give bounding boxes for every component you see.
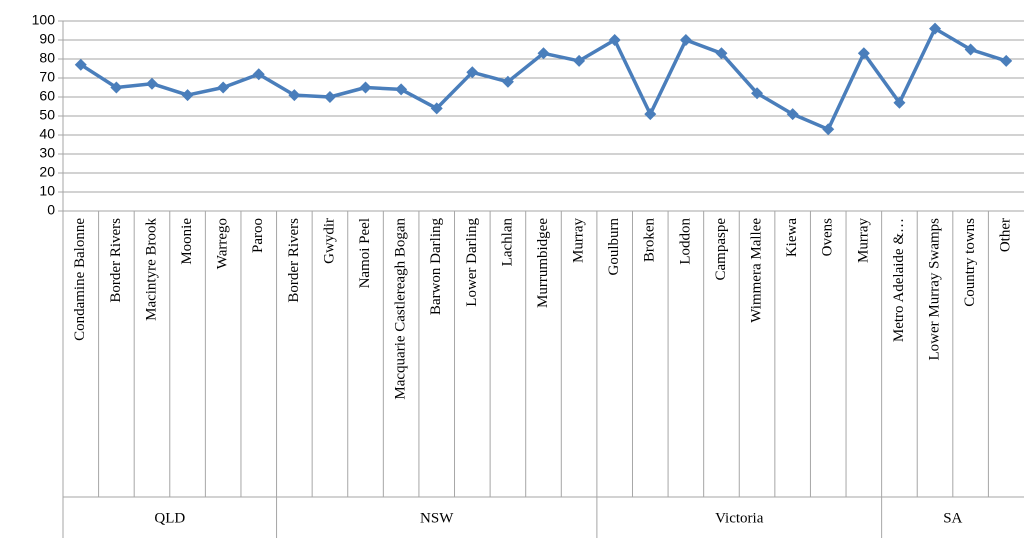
- x-tick-label: Ovens: [820, 218, 836, 256]
- marker: [964, 43, 977, 56]
- y-tick-label: 0: [47, 202, 55, 218]
- y-tick-label: 30: [39, 145, 55, 161]
- x-tick-label: Broken: [642, 218, 658, 263]
- x-tick-label: Loddon: [677, 218, 693, 265]
- x-tick-label: Border Rivers: [286, 218, 302, 303]
- marker: [751, 87, 764, 100]
- marker: [395, 83, 408, 96]
- y-tick-label: 20: [39, 164, 55, 180]
- y-tick-label: 40: [39, 126, 55, 142]
- x-tick-label: Macintyre Brook: [143, 218, 159, 321]
- group-label: Victoria: [715, 510, 764, 526]
- x-tick-label: Other: [998, 218, 1014, 252]
- x-tick-label: Metro Adelaide &…: [891, 218, 907, 342]
- marker: [893, 96, 906, 109]
- x-tick-label: Lachlan: [499, 218, 515, 267]
- marker: [181, 89, 194, 102]
- y-tick-label: 10: [39, 183, 55, 199]
- marker: [288, 89, 301, 102]
- marker: [929, 22, 942, 35]
- x-tick-label: Border Rivers: [108, 218, 124, 303]
- marker: [786, 108, 799, 121]
- marker: [430, 102, 443, 115]
- x-tick-label: Moonie: [179, 218, 195, 265]
- x-tick-label: Lower Darling: [464, 218, 480, 307]
- marker: [1000, 54, 1013, 67]
- x-tick-label: Campaspe: [713, 218, 729, 281]
- x-tick-label: Barwon Darling: [428, 218, 444, 316]
- x-tick-label: Wimmera Mallee: [748, 218, 764, 323]
- marker: [252, 68, 265, 81]
- marker: [217, 81, 230, 94]
- marker: [74, 58, 87, 71]
- y-tick-label: 80: [39, 50, 55, 66]
- marker: [537, 47, 550, 60]
- marker: [359, 81, 372, 94]
- x-tick-label: Gwydir: [321, 218, 337, 264]
- x-tick-label: Macquarie Castlereagh Bogan: [393, 218, 409, 400]
- marker: [466, 66, 479, 79]
- marker: [679, 34, 692, 46]
- x-tick-label: Namoi Peel: [357, 218, 373, 288]
- x-tick-label: Murray: [855, 218, 871, 263]
- group-label: QLD: [154, 510, 185, 526]
- marker: [822, 123, 835, 136]
- group-label: NSW: [420, 510, 454, 526]
- x-tick-label: Paroo: [250, 218, 266, 253]
- y-tick-label: 70: [39, 69, 55, 85]
- line: [79, 26, 1007, 132]
- y-tick-label: 100: [32, 12, 56, 28]
- marker: [501, 75, 514, 88]
- group-label: SA: [943, 510, 962, 526]
- marker: [145, 77, 158, 90]
- x-tick-label: Murray: [571, 218, 587, 263]
- marker: [644, 108, 657, 121]
- x-tick-label: Warrego: [215, 218, 231, 269]
- x-tick-label: Lower Murray Swamps: [926, 218, 942, 361]
- marker: [608, 34, 621, 46]
- marker: [323, 91, 336, 103]
- x-tick-label: Condamine Balonne: [72, 218, 88, 341]
- x-tick-label: Murrumbidgee: [535, 218, 551, 308]
- marker: [857, 47, 870, 60]
- x-tick-label: Kiewa: [784, 218, 800, 257]
- marker: [715, 47, 728, 60]
- y-tick-label: 50: [39, 107, 55, 123]
- x-tick-label: Country towns: [962, 218, 978, 307]
- marker: [573, 54, 586, 67]
- y-tick-label: 60: [39, 88, 55, 104]
- marker: [110, 81, 123, 94]
- y-tick-label: 90: [39, 31, 55, 47]
- x-tick-label: Goulburn: [606, 218, 622, 276]
